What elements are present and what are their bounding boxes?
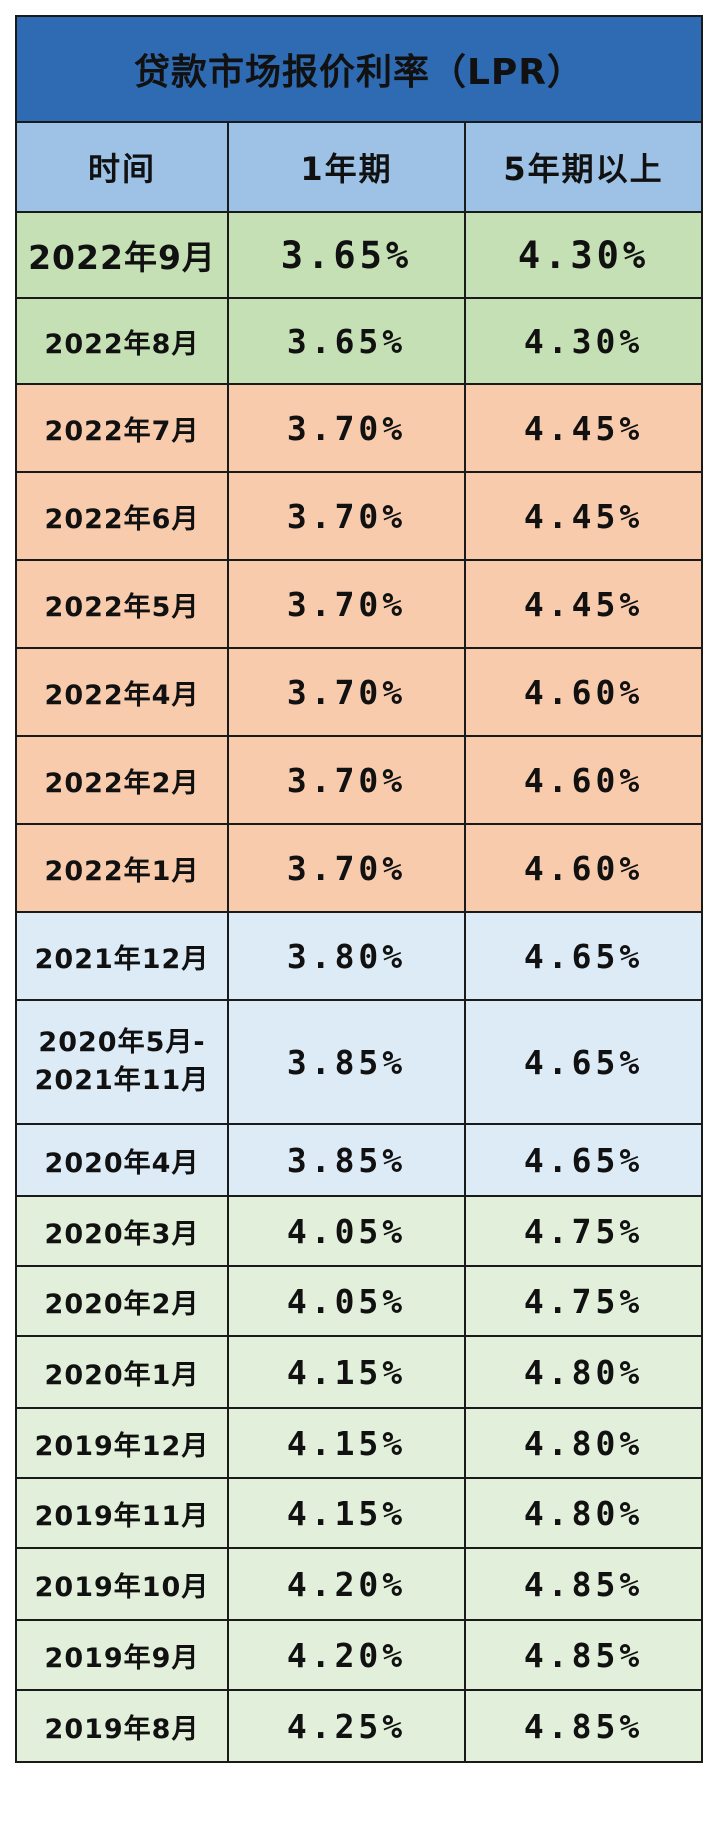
rate-1-year-cell: 3.65% <box>227 297 466 385</box>
date-cell: 2020年2月 <box>15 1265 229 1337</box>
rate-1-year-cell: 4.25% <box>227 1689 466 1763</box>
header-1-year: 1年期 <box>227 121 466 213</box>
table-row: 2019年11月 4.15% 4.80% <box>15 1477 704 1549</box>
rate-1-year-cell: 3.85% <box>227 999 466 1125</box>
date-cell: 2021年12月 <box>15 911 229 1001</box>
rate-5-year-plus-cell: 4.85% <box>463 1547 704 1621</box>
date-cell: 2022年2月 <box>15 735 229 825</box>
date-line-2: 2021年11月 <box>34 1065 210 1096</box>
rate-5-year-plus-cell: 4.60% <box>463 823 704 913</box>
date-cell: 2019年10月 <box>15 1547 229 1621</box>
rate-5-year-plus-cell: 4.65% <box>463 1123 704 1197</box>
rate-1-year-cell: 4.20% <box>227 1619 466 1691</box>
date-cell: 2019年9月 <box>15 1619 229 1691</box>
table-row: 2020年4月 3.85% 4.65% <box>15 1123 704 1197</box>
rate-5-year-plus-cell: 4.45% <box>463 471 704 561</box>
table-row: 2022年6月 3.70% 4.45% <box>15 471 704 561</box>
header-5-year-plus: 5年期以上 <box>463 121 704 213</box>
rate-5-year-plus-cell: 4.60% <box>463 647 704 737</box>
date-cell: 2022年5月 <box>15 559 229 649</box>
table-row: 2022年9月 3.65% 4.30% <box>15 211 704 299</box>
rate-1-year-cell: 3.70% <box>227 471 466 561</box>
header-date: 时间 <box>15 121 229 213</box>
header-row: 时间 1年期 5年期以上 <box>15 121 704 213</box>
table-row: 2020年2月 4.05% 4.75% <box>15 1265 704 1337</box>
rate-1-year-cell: 3.70% <box>227 647 466 737</box>
rate-5-year-plus-cell: 4.65% <box>463 911 704 1001</box>
date-cell: 2022年6月 <box>15 471 229 561</box>
table-row: 2019年12月 4.15% 4.80% <box>15 1407 704 1479</box>
date-cell: 2022年4月 <box>15 647 229 737</box>
table-title: 贷款市场报价利率（LPR） <box>14 15 704 123</box>
rate-1-year-cell: 4.15% <box>227 1335 466 1409</box>
date-cell: 2022年7月 <box>15 383 229 473</box>
rate-5-year-plus-cell: 4.75% <box>463 1195 704 1267</box>
date-cell: 2020年4月 <box>15 1123 229 1197</box>
date-cell: 2020年5月- 2021年11月 <box>15 999 229 1125</box>
rate-1-year-cell: 4.15% <box>227 1407 466 1479</box>
rate-5-year-plus-cell: 4.80% <box>463 1407 704 1479</box>
rate-1-year-cell: 3.85% <box>227 1123 466 1197</box>
rate-1-year-cell: 4.05% <box>227 1195 466 1267</box>
table-row: 2022年8月 3.65% 4.30% <box>15 297 704 385</box>
date-cell: 2022年9月 <box>15 211 229 299</box>
table-row: 2022年5月 3.70% 4.45% <box>15 559 704 649</box>
table-row: 2019年10月 4.20% 4.85% <box>15 1547 704 1621</box>
date-cell: 2022年1月 <box>15 823 229 913</box>
rate-1-year-cell: 4.15% <box>227 1477 466 1549</box>
rate-1-year-cell: 4.20% <box>227 1547 466 1621</box>
lpr-table: 贷款市场报价利率（LPR） 时间 1年期 5年期以上 2022年9月 3.65% 4… <box>14 15 704 1763</box>
date-cell: 2019年11月 <box>15 1477 229 1549</box>
rate-5-year-plus-cell: 4.30% <box>463 297 704 385</box>
date-cell: 2020年3月 <box>15 1195 229 1267</box>
rate-5-year-plus-cell: 4.85% <box>463 1689 704 1763</box>
rate-5-year-plus-cell: 4.60% <box>463 735 704 825</box>
rate-1-year-cell: 3.70% <box>227 383 466 473</box>
date-cell: 2019年8月 <box>15 1689 229 1763</box>
rate-5-year-plus-cell: 4.30% <box>463 211 704 299</box>
table-row: 2020年5月- 2021年11月 3.85% 4.65% <box>15 999 704 1125</box>
table-row: 2020年3月 4.05% 4.75% <box>15 1195 704 1267</box>
table-body: 2022年9月 3.65% 4.30% 2022年8月 3.65% 4.30% 2022年7… <box>15 211 704 1763</box>
rate-5-year-plus-cell: 4.45% <box>463 559 704 649</box>
rate-1-year-cell: 4.05% <box>227 1265 466 1337</box>
rate-1-year-cell: 3.70% <box>227 823 466 913</box>
table-row: 2019年9月 4.20% 4.85% <box>15 1619 704 1691</box>
rate-5-year-plus-cell: 4.65% <box>463 999 704 1125</box>
table-row: 2022年2月 3.70% 4.60% <box>15 735 704 825</box>
date-cell: 2022年8月 <box>15 297 229 385</box>
date-cell: 2019年12月 <box>15 1407 229 1479</box>
rate-1-year-cell: 3.80% <box>227 911 466 1001</box>
table-row: 2022年7月 3.70% 4.45% <box>15 383 704 473</box>
rate-5-year-plus-cell: 4.75% <box>463 1265 704 1337</box>
table-row: 2019年8月 4.25% 4.85% <box>15 1689 704 1763</box>
table-row: 2020年1月 4.15% 4.80% <box>15 1335 704 1409</box>
table-row: 2022年4月 3.70% 4.60% <box>15 647 704 737</box>
rate-1-year-cell: 3.70% <box>227 735 466 825</box>
rate-5-year-plus-cell: 4.85% <box>463 1619 704 1691</box>
rate-5-year-plus-cell: 4.80% <box>463 1335 704 1409</box>
rate-5-year-plus-cell: 4.80% <box>463 1477 704 1549</box>
rate-5-year-plus-cell: 4.45% <box>463 383 704 473</box>
rate-1-year-cell: 3.70% <box>227 559 466 649</box>
rate-1-year-cell: 3.65% <box>227 211 466 299</box>
title-row: 贷款市场报价利率（LPR） <box>14 15 704 123</box>
table-row: 2022年1月 3.70% 4.60% <box>15 823 704 913</box>
date-line-1: 2020年5月- <box>38 1027 206 1058</box>
date-cell: 2020年1月 <box>15 1335 229 1409</box>
table-row: 2021年12月 3.80% 4.65% <box>15 911 704 1001</box>
